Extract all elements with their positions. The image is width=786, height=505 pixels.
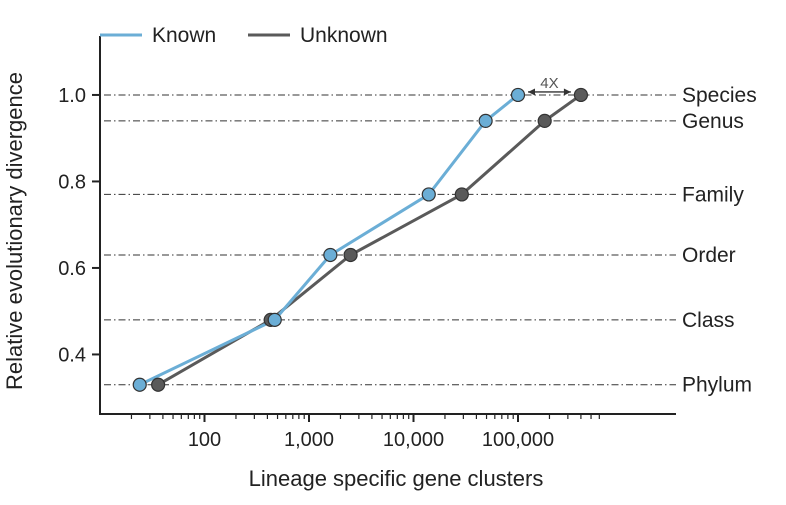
data-point-known xyxy=(478,113,493,129)
rank-label-family: Family xyxy=(682,183,744,206)
rank-reference-lines: Phylum Class Order Family Genus Species xyxy=(104,84,757,397)
data-point-known xyxy=(267,312,282,327)
y-axis-title: Relative evolutionary divergence xyxy=(2,72,27,390)
data-point-known xyxy=(421,187,436,202)
arrowhead-left xyxy=(528,88,535,96)
legend-label-unknown: Unknown xyxy=(300,24,388,47)
y-tick-label: 0.6 xyxy=(58,258,86,280)
data-point-unknown xyxy=(537,113,552,129)
annotation-label: 4X xyxy=(540,75,558,92)
series-line-unknown xyxy=(157,93,582,387)
data-point-unknown xyxy=(573,87,589,103)
rank-label-class: Class xyxy=(682,309,735,332)
y-tick-label: 0.4 xyxy=(58,344,86,366)
y-tick-label: 1.0 xyxy=(58,85,86,107)
series-line-known xyxy=(139,93,519,387)
annotation-layer: 4X xyxy=(528,75,571,96)
data-point-known xyxy=(132,377,147,392)
x-tick-label: 100 xyxy=(188,429,221,451)
data-point-unknown xyxy=(454,187,469,202)
data-point-known xyxy=(510,87,526,103)
series-layer xyxy=(132,87,589,392)
x-axis-title: Lineage specific gene clusters xyxy=(249,466,544,491)
data-point-known xyxy=(323,247,338,263)
x-tick-label: 1,000 xyxy=(284,429,334,451)
y-tick-label: 0.8 xyxy=(58,171,86,193)
rank-label-phylum: Phylum xyxy=(682,374,752,397)
x-tick-label: 10,000 xyxy=(383,429,444,451)
arrowhead-right xyxy=(563,88,571,96)
x-tick-label: 100,000 xyxy=(482,429,554,451)
axes: 0.4 0.6 0.8 1.0 100 1,000 10,000 100,000 xyxy=(58,36,676,451)
data-point-unknown xyxy=(151,377,166,392)
rank-label-order: Order xyxy=(682,244,736,267)
rank-label-genus: Genus xyxy=(682,110,744,133)
data-point-unknown xyxy=(343,247,358,263)
legend: Known Unknown xyxy=(100,24,388,47)
rank-label-species: Species xyxy=(682,84,757,107)
legend-label-known: Known xyxy=(152,24,216,47)
